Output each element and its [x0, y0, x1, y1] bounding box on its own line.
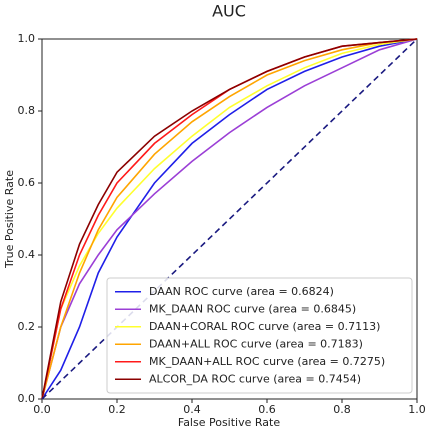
x-tick-label: 0.2 — [108, 403, 126, 416]
legend-label: MK_DAAN ROC curve (area = 0.6845) — [149, 302, 356, 315]
y-tick-label: 0.0 — [18, 392, 36, 405]
y-tick-label: 0.6 — [18, 176, 36, 189]
roc-curve — [41, 38, 418, 400]
roc-curve — [41, 38, 418, 400]
legend-box — [106, 277, 413, 394]
chance-line — [41, 38, 418, 400]
legend-label: ALCOR_DA ROC curve (area = 0.7454) — [149, 372, 361, 385]
y-tick-label: 0.4 — [18, 248, 36, 261]
legend-label: DAAN ROC curve (area = 0.6824) — [149, 285, 334, 298]
plot-frame — [41, 38, 418, 400]
x-axis-label: False Positive Rate — [178, 416, 280, 429]
legend-label: MK_DAAN+ALL ROC curve (area = 0.7275) — [149, 355, 385, 368]
x-tick-label: 0.4 — [183, 403, 201, 416]
roc-curve — [41, 38, 418, 400]
x-tick-label: 0.8 — [333, 403, 351, 416]
y-tick-label: 0.8 — [18, 104, 36, 117]
roc-curve — [41, 38, 418, 400]
legend-label: DAAN+ALL ROC curve (area = 0.7183) — [149, 337, 363, 350]
x-tick-label: 0.6 — [258, 403, 276, 416]
chart-title: AUC — [212, 2, 246, 21]
y-axis-label: True Positive Rate — [3, 170, 16, 269]
y-tick-label: 0.2 — [18, 320, 36, 333]
y-tick-label: 1.0 — [18, 32, 36, 45]
legend-label: DAAN+CORAL ROC curve (area = 0.7113) — [149, 320, 380, 333]
x-tick-label: 1.0 — [408, 403, 426, 416]
roc-curve — [41, 38, 418, 400]
x-tick-label: 0.0 — [33, 403, 51, 416]
